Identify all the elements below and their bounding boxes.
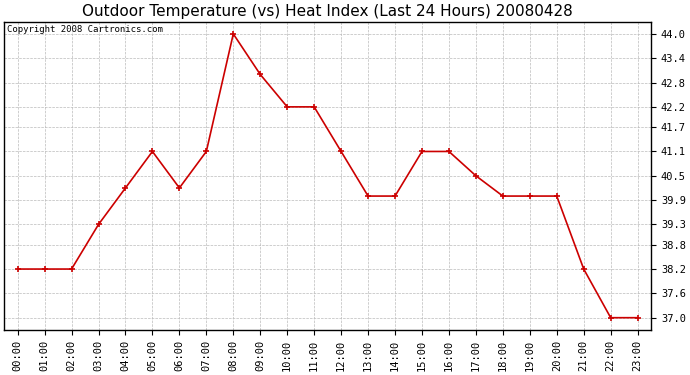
- Title: Outdoor Temperature (vs) Heat Index (Last 24 Hours) 20080428: Outdoor Temperature (vs) Heat Index (Las…: [82, 4, 573, 19]
- Text: Copyright 2008 Cartronics.com: Copyright 2008 Cartronics.com: [8, 25, 164, 34]
